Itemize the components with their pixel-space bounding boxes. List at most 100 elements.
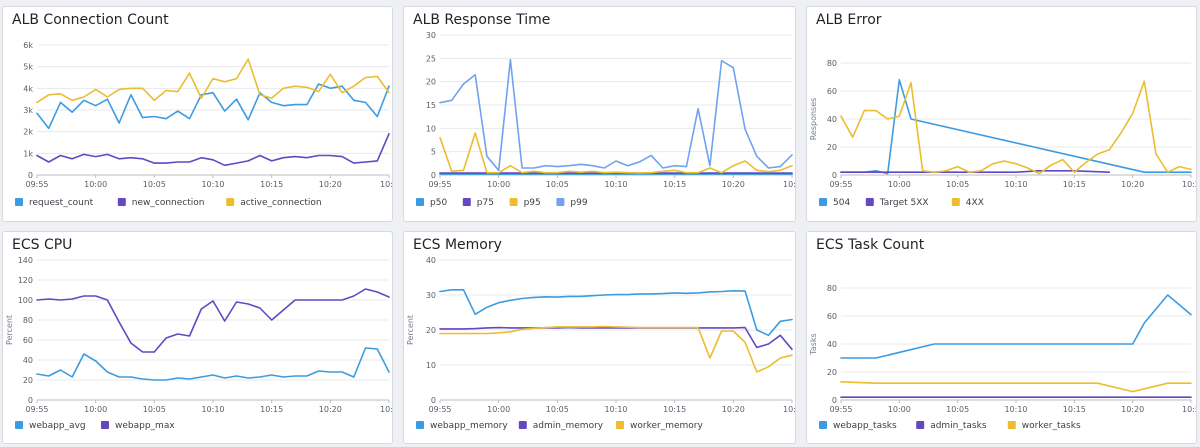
legend-item-new-connection[interactable]: new_connection xyxy=(117,198,205,208)
y-tick-label: 20 xyxy=(827,143,837,152)
legend-item-worker-tasks[interactable]: worker_tasks xyxy=(1007,421,1081,431)
legend-item-active-connection[interactable]: active_connection xyxy=(226,198,322,208)
alb-connection-count-chart: 0 1k 2k 3k 4k 5k 6k 09:55 10:00 10:05 10:10 10:15 10… xyxy=(15,41,392,208)
legend-item-p75[interactable]: p75 xyxy=(462,198,494,208)
legend-item-p99[interactable]: p99 xyxy=(556,198,588,208)
x-tick-label: 10:20 xyxy=(722,405,745,414)
alb-connection-count-panel: ALB Connection Count 0 1k 2k 3k 4k 5k 6k 09:55 1… xyxy=(2,6,393,222)
panel-title: ECS Memory xyxy=(413,237,502,253)
legend-item-admin-tasks[interactable]: admin_tasks xyxy=(916,421,987,431)
legend-item-admin-memory[interactable]: admin_memory xyxy=(518,421,604,431)
y-axis-label: Percent xyxy=(5,315,14,345)
legend-label: Target 5XX xyxy=(879,198,929,208)
legend-swatch xyxy=(15,198,23,206)
alb-response-time-panel: ALB Response Time 0 5 10 15 20 25 30 09:55 10:00… xyxy=(403,6,796,222)
alb-error-chart: 0 20 40 60 80 09:55 10:00 10:05 10:10 10:15 10:20 1… xyxy=(809,59,1196,208)
y-tick-label: 80 xyxy=(827,59,837,68)
y-tick-label: 80 xyxy=(827,284,837,293)
x-tick-label: 10:05 xyxy=(143,405,166,414)
legend-label: webapp_memory xyxy=(430,421,508,431)
x-tick-label: 10:20 xyxy=(319,180,342,189)
legend-label: worker_tasks xyxy=(1022,421,1081,431)
legend-item-webapp-max[interactable]: webapp_max xyxy=(101,421,175,431)
y-tick-label: 0 xyxy=(832,396,837,405)
x-tick-label: 10:05 xyxy=(546,405,569,414)
legend-label: p50 xyxy=(430,198,447,208)
y-tick-label: 5 xyxy=(431,148,436,157)
y-tick-label: 20 xyxy=(426,326,436,335)
x-tick-label: 10:00 xyxy=(487,405,510,414)
y-tick-label: 1k xyxy=(23,149,33,158)
y-tick-label: 100 xyxy=(18,296,33,305)
legend-swatch xyxy=(15,421,23,429)
x-tick-label: 09:55 xyxy=(428,405,451,414)
x-tick-label: 10:10 xyxy=(604,180,627,189)
legend-label: active_connection xyxy=(240,198,321,208)
series-line-worker-tasks xyxy=(840,381,1192,393)
legend-label: worker_memory xyxy=(630,421,703,431)
legend-swatch xyxy=(951,198,960,206)
ecs-memory-panel: ECS Memory 0 10 20 30 40 09:55 10:00 10:05 10:10… xyxy=(403,231,796,444)
legend-item-target-5xx[interactable]: Target 5XX xyxy=(865,198,929,208)
x-tick-label: 10:20 xyxy=(1121,180,1144,189)
y-tick-label: 30 xyxy=(426,291,436,300)
y-tick-label: 40 xyxy=(827,115,837,124)
y-tick-label: 0 xyxy=(28,171,33,180)
series-line-worker-memory xyxy=(439,325,793,373)
legend-swatch xyxy=(462,198,471,206)
y-tick-label: 25 xyxy=(426,54,436,63)
x-tick-label: 10:15 xyxy=(663,180,686,189)
series-line-active-connection xyxy=(36,58,390,104)
legend-item-webapp-memory[interactable]: webapp_memory xyxy=(416,421,508,431)
x-tick-label: 10:10 xyxy=(1004,405,1027,414)
legend-item-request-count[interactable]: request_count xyxy=(15,198,94,208)
y-axis-label: Responses xyxy=(809,98,818,141)
y-tick-label: 60 xyxy=(827,87,837,96)
x-tick-label: 10:20 xyxy=(1121,405,1144,414)
series-line-webapp-max xyxy=(36,288,390,353)
y-tick-label: 40 xyxy=(23,356,33,365)
x-tick-label: 09:55 xyxy=(829,405,852,414)
x-tick-label: 10:00 xyxy=(84,180,107,189)
legend-swatch xyxy=(416,198,424,206)
x-tick-label: 10:05 xyxy=(546,180,569,189)
y-tick-label: 120 xyxy=(18,276,33,285)
y-tick-label: 140 xyxy=(18,256,33,265)
legend-label: new_connection xyxy=(132,198,205,208)
y-tick-label: 3k xyxy=(23,106,33,115)
y-tick-label: 10 xyxy=(426,124,436,133)
y-tick-label: 80 xyxy=(23,316,33,325)
y-tick-label: 60 xyxy=(827,312,837,321)
legend-swatch xyxy=(509,198,518,206)
legend-swatch xyxy=(1007,421,1016,429)
series-line-p95 xyxy=(439,132,793,174)
series-line-p99 xyxy=(439,58,793,172)
legend-swatch xyxy=(518,421,527,429)
series-line-4xx xyxy=(840,80,1192,175)
series-line-webapp-tasks xyxy=(840,294,1192,359)
legend-label: p95 xyxy=(524,198,541,208)
legend-swatch xyxy=(226,198,235,206)
panel-title: ALB Error xyxy=(816,12,882,28)
legend-item-webapp-tasks[interactable]: webapp_tasks xyxy=(819,421,897,431)
legend-item-p50[interactable]: p50 xyxy=(416,198,447,208)
series-line-admin-memory xyxy=(439,326,793,351)
legend-item-4xx[interactable]: 4XX xyxy=(951,198,984,208)
legend-item-webapp-avg[interactable]: webapp_avg xyxy=(15,421,86,431)
y-tick-label: 15 xyxy=(426,101,436,110)
x-tick-label: 10:05 xyxy=(143,180,166,189)
legend-swatch xyxy=(117,198,126,206)
ecs-task-count-chart: 0 20 40 60 80 09:55 10:00 10:05 10:10 10:15 10:20 1… xyxy=(809,284,1196,431)
legend-label: webapp_avg xyxy=(29,421,86,431)
x-tick-label: 10:2 xyxy=(783,180,796,189)
x-tick-label: 10:00 xyxy=(487,180,510,189)
legend-label: 504 xyxy=(833,198,850,208)
legend-item-p95[interactable]: p95 xyxy=(509,198,541,208)
legend-item-504[interactable]: 504 xyxy=(819,198,850,208)
x-tick-label: 10:05 xyxy=(946,180,969,189)
alb-error-panel: ALB Error 0 20 40 60 80 09:55 10:00 10:05 10:10 1… xyxy=(806,6,1197,222)
x-tick-label: 09:55 xyxy=(25,180,48,189)
legend-swatch xyxy=(916,421,925,429)
legend-item-worker-memory[interactable]: worker_memory xyxy=(616,421,703,431)
